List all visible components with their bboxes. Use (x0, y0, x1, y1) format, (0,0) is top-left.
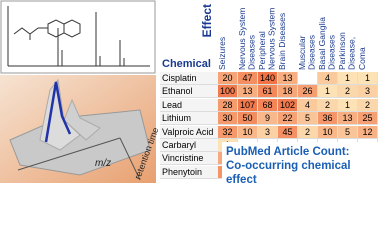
column-header: Basal Ganglia Diseases (318, 17, 337, 70)
row-label: Vincristine (160, 152, 218, 166)
cell: 68 (258, 98, 278, 112)
cell: 2 (358, 98, 378, 112)
cell: 1 (318, 85, 338, 99)
cell: 32 (218, 125, 238, 139)
cell: 12 (358, 125, 378, 139)
cell (298, 72, 318, 85)
cell: 30 (218, 112, 238, 126)
column-header: Coma (358, 47, 367, 70)
column-header: Muscular Diseases (298, 35, 317, 70)
cell: 28 (218, 98, 238, 112)
cell: 9 (258, 112, 278, 126)
effect-label: Effect (200, 4, 214, 38)
caption-line: PubMed Article Count: (226, 146, 350, 158)
cell: 100 (218, 85, 238, 99)
cell: 102 (278, 98, 298, 112)
cell: 36 (318, 112, 338, 126)
cell: 5 (338, 125, 358, 139)
cell: 2 (298, 125, 318, 139)
cell: 18 (278, 85, 298, 99)
cell: 13 (338, 112, 358, 126)
page: m/z retention time Effect Chemical Seizu… (0, 0, 378, 183)
cell: 3 (258, 125, 278, 139)
column-header: Peripheral Nervous System Diseases (258, 7, 278, 70)
cell: 5 (298, 112, 318, 126)
cell: 20 (218, 72, 238, 85)
cell: 13 (278, 72, 298, 85)
cell: 13 (238, 85, 258, 99)
cell: 1 (338, 98, 358, 112)
row-label: Phenytoin (160, 165, 218, 179)
cell: 61 (258, 85, 278, 99)
cell: 2 (338, 85, 358, 99)
row-label: Valproic Acid (160, 125, 218, 139)
cell: 3 (358, 85, 378, 99)
spectrum-box (0, 0, 156, 74)
caption-line: Co-occurring chemical effect (226, 160, 351, 183)
cell: 1 (338, 72, 358, 85)
cell: 50 (238, 112, 258, 126)
row-label: Carbaryl (160, 139, 218, 152)
cell: 10 (238, 125, 258, 139)
cell: 4 (318, 72, 338, 85)
row-label: Ethanol (160, 85, 218, 99)
column-header: Brain Diseases (278, 12, 287, 70)
left-panel: m/z retention time (0, 0, 158, 183)
row-label: Lead (160, 98, 218, 112)
cell: 2 (318, 98, 338, 112)
cell: 1 (358, 72, 378, 85)
spectrum (7, 6, 150, 67)
cell: 25 (358, 112, 378, 126)
molecule (13, 19, 81, 40)
cell: 107 (238, 98, 258, 112)
cell: 45 (278, 125, 298, 139)
x-axis-label: m/z (95, 158, 111, 169)
cell: 47 (238, 72, 258, 85)
cell: 10 (318, 125, 338, 139)
chemical-label: Chemical (162, 58, 211, 70)
column-header: Nervous System Diseases (238, 7, 257, 70)
cell: 22 (278, 112, 298, 126)
row-label: Cisplatin (160, 72, 218, 85)
column-header: Parkinson Disease, Secondary (338, 29, 358, 70)
cell: 26 (298, 85, 318, 99)
column-header: Seizures (218, 36, 227, 70)
caption: PubMed Article Count: Co-occurring chemi… (222, 142, 378, 183)
surface (9, 78, 151, 181)
cell: 140 (258, 72, 278, 85)
cell: 4 (298, 98, 318, 112)
row-label: Lithium (160, 112, 218, 126)
